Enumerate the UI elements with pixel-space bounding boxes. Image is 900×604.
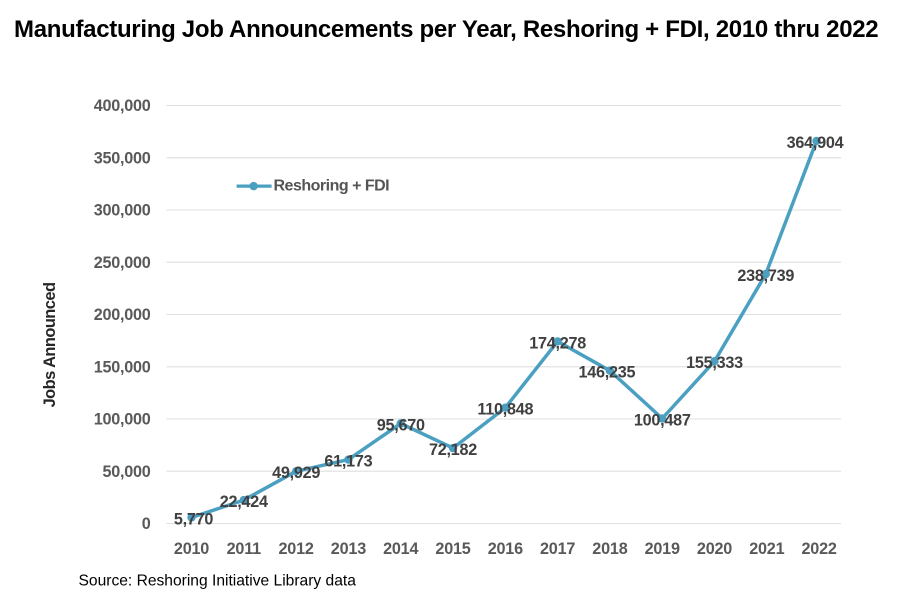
svg-text:2019: 2019 [645,540,680,558]
svg-text:250,000: 250,000 [94,254,151,272]
svg-text:2017: 2017 [540,540,575,558]
svg-text:2016: 2016 [488,540,523,558]
svg-text:2015: 2015 [435,540,470,558]
svg-text:22,424: 22,424 [220,493,268,511]
svg-text:5,770: 5,770 [174,510,214,528]
svg-text:Jobs Announced: Jobs Announced [41,283,59,408]
svg-text:300,000: 300,000 [94,202,151,220]
svg-text:2020: 2020 [697,540,732,558]
svg-text:155,333: 155,333 [686,354,743,372]
svg-text:146,235: 146,235 [579,364,636,382]
svg-text:150,000: 150,000 [94,358,151,376]
svg-text:110,848: 110,848 [477,401,533,419]
svg-text:400,000: 400,000 [94,97,151,115]
svg-text:2012: 2012 [278,540,313,558]
svg-text:Reshoring + FDI: Reshoring + FDI [274,178,390,195]
svg-text:364,904: 364,904 [787,134,844,152]
svg-text:100,487: 100,487 [634,411,691,429]
svg-text:2013: 2013 [331,540,366,558]
svg-text:49,929: 49,929 [272,464,320,482]
svg-text:72,182: 72,182 [429,441,477,459]
svg-text:100,000: 100,000 [94,411,151,429]
svg-text:61,173: 61,173 [324,453,372,471]
svg-text:2018: 2018 [592,540,627,558]
svg-text:2014: 2014 [383,540,418,558]
svg-text:95,670: 95,670 [377,416,425,434]
svg-text:2021: 2021 [749,540,784,558]
svg-text:2011: 2011 [227,540,262,558]
svg-text:200,000: 200,000 [94,306,151,324]
svg-text:Source: Reshoring Initiative L: Source: Reshoring Initiative Library dat… [79,573,357,590]
svg-text:0: 0 [142,515,151,533]
svg-text:350,000: 350,000 [94,149,151,167]
svg-text:238,739: 238,739 [737,267,794,285]
svg-text:2010: 2010 [174,540,209,558]
svg-text:2022: 2022 [801,540,836,558]
svg-text:50,000: 50,000 [102,463,150,481]
svg-text:174,278: 174,278 [529,334,586,352]
